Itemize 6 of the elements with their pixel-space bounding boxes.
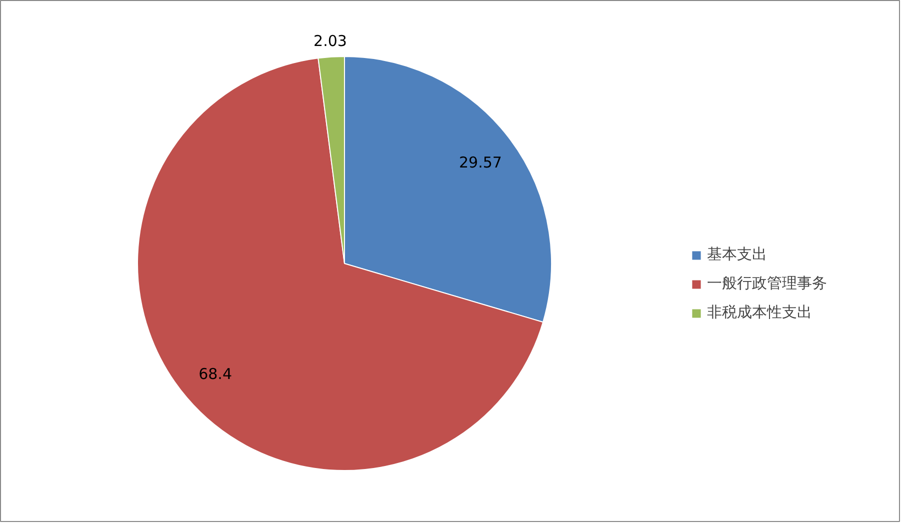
data-label: 68.4 — [198, 365, 232, 384]
legend-label: 基本支出 — [707, 245, 767, 264]
legend-label: 非税成本性支出 — [707, 303, 812, 322]
data-label: 29.57 — [458, 153, 502, 172]
legend-label: 一般行政管理事务 — [707, 274, 827, 293]
data-label: 2.03 — [314, 32, 347, 50]
